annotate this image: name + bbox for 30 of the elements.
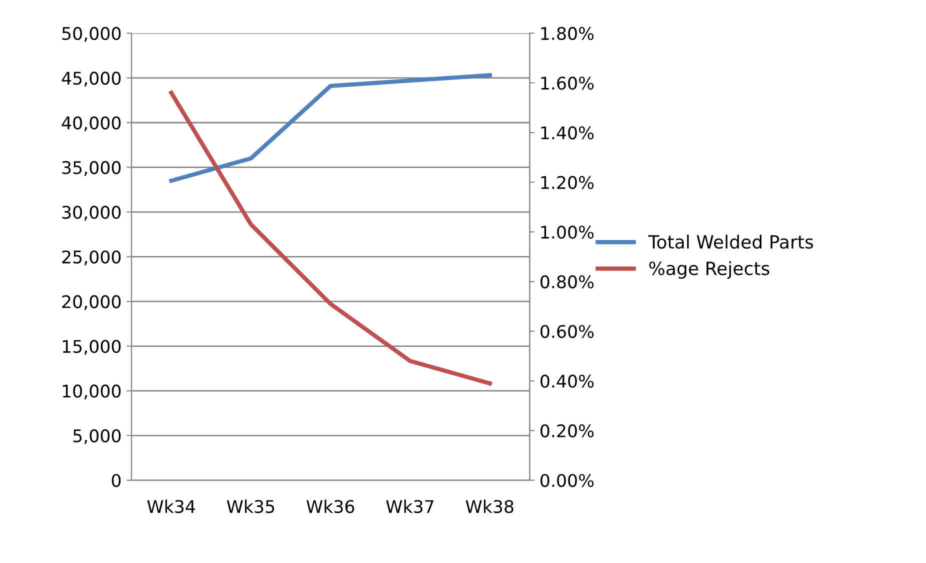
x-tick-label: Wk37 <box>386 500 434 514</box>
x-tick-label: Wk36 <box>306 500 354 514</box>
y2-tick-label: 0.60% <box>540 324 594 338</box>
y-tick-label: 10,000 <box>62 384 121 400</box>
y2-tick-label: 0.20% <box>540 424 594 438</box>
line-series <box>169 73 492 183</box>
y2-tick-label: 1.60% <box>541 76 594 90</box>
x-tick-label: Wk38 <box>466 500 514 514</box>
line-series <box>169 90 492 386</box>
y2-tick-label: 1.00% <box>541 226 594 239</box>
y-tick-label: 25,000 <box>62 250 121 266</box>
y-tick-label: 30,000 <box>62 206 121 221</box>
y-tick-label: 15,000 <box>62 340 121 355</box>
y2-tick-label: 1.40% <box>541 126 594 140</box>
y2-tick-label: 1.20% <box>541 176 594 190</box>
y-tick-label: 20,000 <box>62 295 121 310</box>
x-tick-label: Wk35 <box>226 500 274 514</box>
legend-label: %age Rejects <box>649 261 770 279</box>
y2-tick-label: 0.00% <box>540 474 594 488</box>
y2-tick-label: 0.80% <box>540 275 594 288</box>
y2-tick-label: 1.80% <box>541 26 594 40</box>
y2-tick-label: 0.40% <box>540 374 594 388</box>
y-tick-label: 50,000 <box>62 26 121 42</box>
x-tick-label: Wk34 <box>147 500 195 514</box>
y-tick-label: 45,000 <box>62 72 121 87</box>
y-tick-label: 5,000 <box>73 429 121 444</box>
legend-label: Total Welded Parts <box>648 234 813 249</box>
y-tick-label: 40,000 <box>62 116 121 132</box>
y-tick-label: 0 <box>112 474 121 488</box>
y-tick-label: 35,000 <box>62 161 121 176</box>
